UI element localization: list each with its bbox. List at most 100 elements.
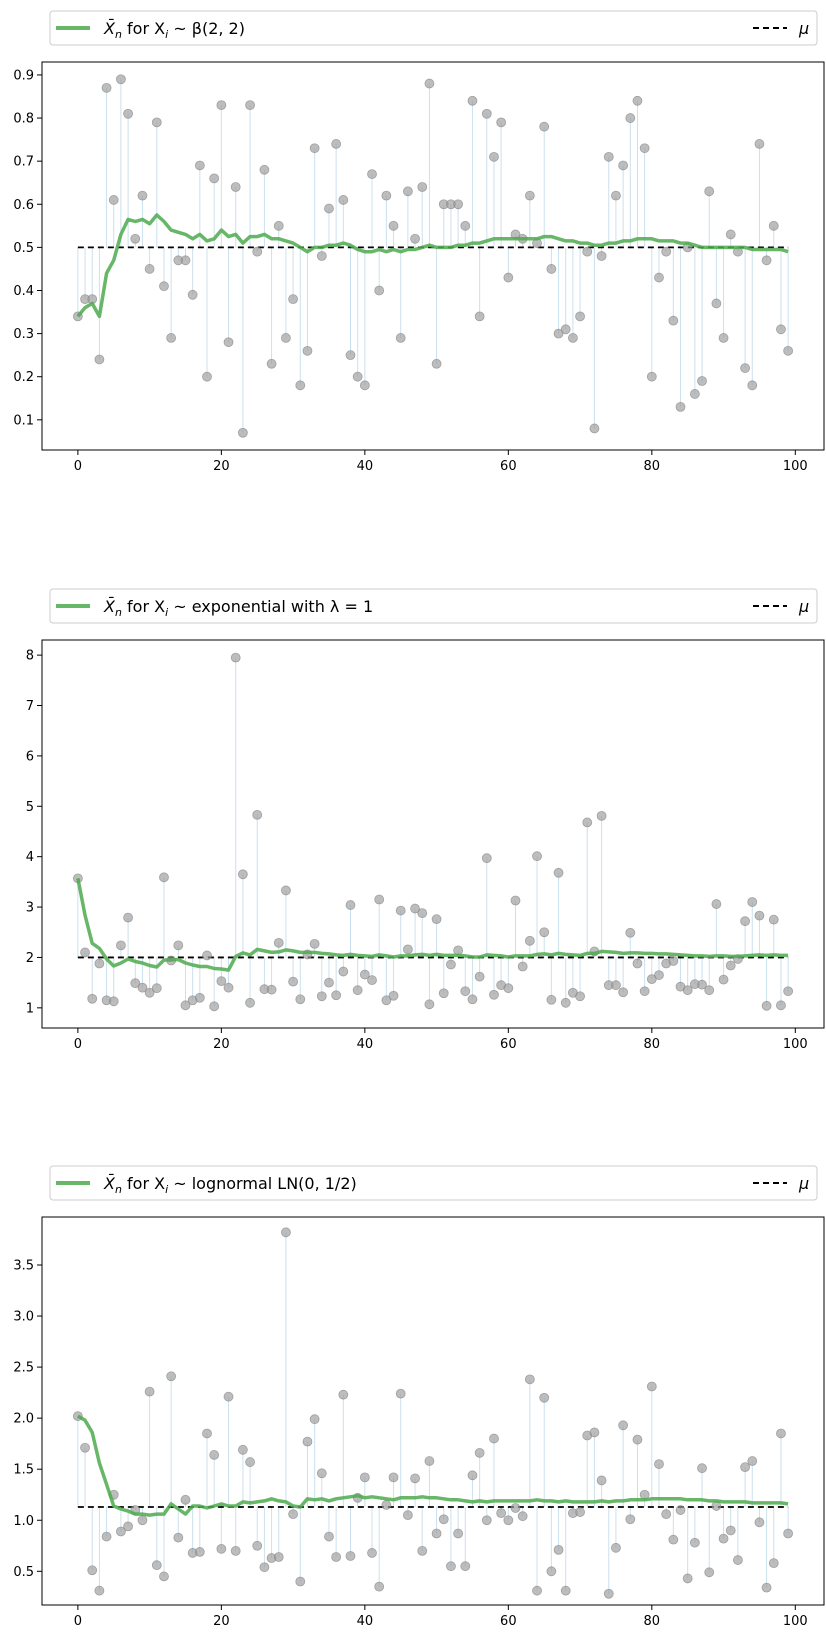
x-tick-label: 20 [213,459,230,474]
sample-point [151,983,162,994]
sample-point [618,160,629,171]
y-tick-label: 2 [26,951,34,966]
sample-point [223,337,234,348]
sample-point [632,958,643,969]
sample-point [546,994,557,1005]
sample-point [94,958,105,969]
y-tick-label: 1.0 [13,1514,34,1529]
sample-point [159,872,169,883]
sample-point [510,1503,521,1513]
sample-point [324,977,334,988]
sample-point [611,1542,621,1553]
x-tick-label: 20 [213,1614,230,1629]
sample-point [424,78,435,89]
sample-point [618,987,629,998]
sample-point [697,979,707,990]
y-tick-label: 0.5 [13,1565,34,1580]
sample-point [302,1436,313,1447]
sample-point [402,186,413,197]
sample-point [288,294,299,305]
sample-point [453,199,464,210]
sample-point [460,220,471,231]
sample-point [761,1000,772,1011]
y-tick-label: 3.5 [13,1258,34,1273]
sample-point [202,1428,212,1439]
sample-point [517,961,528,972]
x-tick-label: 60 [500,459,517,474]
sample-point [281,885,291,896]
sample-point [553,328,564,339]
sample-point [388,220,399,231]
sample-point [316,991,327,1002]
sample-point [316,1468,327,1479]
legend-label-running-mean: X̄n for Xi ~ β(2, 2) [103,19,245,41]
sample-point [489,151,499,162]
sample-point [768,220,779,231]
sample-point [510,895,521,906]
sample-point [108,195,119,205]
sample-point [546,264,557,274]
sample-point [374,1581,385,1592]
sample-point [761,1582,772,1593]
x-tick-label: 40 [357,459,374,474]
sample-point [596,1475,607,1486]
sample-point [130,978,141,989]
sample-point [467,95,478,106]
sample-point [410,1473,420,1484]
sample-point [725,1525,736,1536]
x-tick-label: 40 [357,1614,374,1629]
sample-point [324,203,334,214]
sample-point [704,985,715,996]
sample-point [395,333,406,343]
sample-point [345,900,356,910]
sample-point [776,1000,786,1011]
sample-point [295,994,306,1005]
sample-point [309,143,320,154]
sample-point [524,190,535,201]
y-tick-label: 0.3 [13,327,34,342]
sample-point [539,1392,550,1403]
y-tick-label: 0.1 [13,413,34,428]
y-tick-label: 0.2 [13,370,34,385]
sample-point [768,1558,779,1569]
sample-point [209,1450,220,1460]
sample-point [194,160,205,171]
sample-point [388,1472,399,1483]
sample-point [273,937,284,948]
sample-point [281,1227,291,1238]
sample-point [116,1526,126,1537]
sample-point [747,1456,758,1466]
legend: X̄n for Xi ~ lognormal LN(0, 1/2) μ [49,1165,818,1201]
sample-point [783,1528,794,1539]
sample-point [395,905,406,916]
sample-point [245,100,255,111]
sample-point [467,994,478,1005]
sample-point [194,1547,205,1557]
sample-point [575,991,585,1002]
y-tick-label: 1.5 [13,1463,34,1478]
sample-point [302,345,313,356]
sample-point [682,985,693,996]
y-tick-label: 0.6 [13,198,34,213]
sample-point [137,1515,148,1526]
legend-label-running-mean: X̄n for Xi ~ lognormal LN(0, 1/2) [103,1174,357,1196]
sample-point [338,195,349,205]
sample-point [331,139,342,149]
sample-point [639,143,650,154]
sample-point [711,298,722,309]
sample-point [438,988,449,999]
sample-point [374,894,385,905]
y-tick-label: 5 [26,800,34,815]
sample-point [689,389,700,399]
sample-point [460,1561,471,1572]
sample-point [144,1386,155,1397]
sample-point [144,987,155,998]
sample-point [589,1427,600,1438]
sample-point [137,190,148,201]
sample-point [266,358,277,369]
chart-panel-2: 0 20 40 60 80 100 1 2 3 4 5 6 7 8 X̄n for Xi ~ exponen… [26,588,825,1052]
sample-point [654,272,664,283]
sample-point [446,959,456,970]
sample-point [682,1573,693,1584]
sample-point [503,1515,514,1526]
